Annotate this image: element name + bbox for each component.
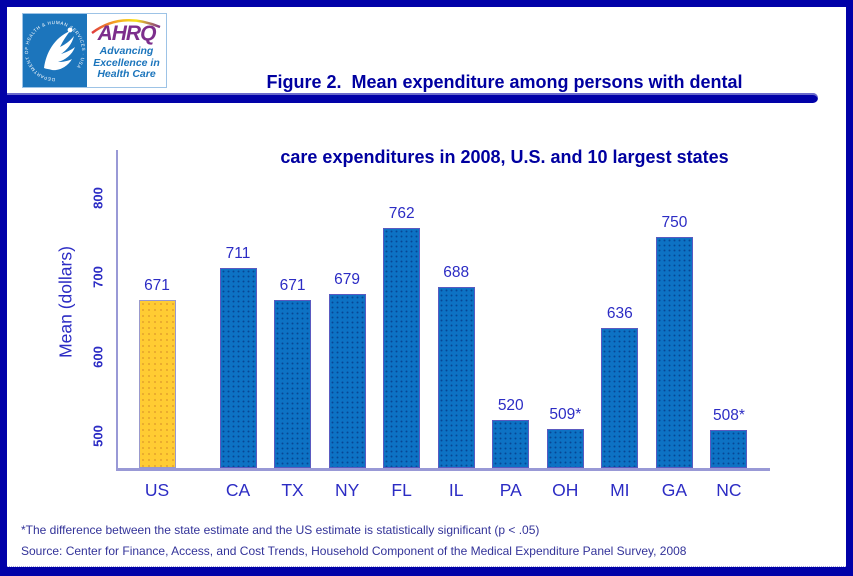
bar-TX xyxy=(274,300,312,468)
hhs-logo: DEPARTMENT OF HEALTH & HUMAN SERVICES · … xyxy=(23,14,87,87)
ahrq-hhs-logo: DEPARTMENT OF HEALTH & HUMAN SERVICES · … xyxy=(22,13,167,88)
bar-GA xyxy=(655,237,693,468)
bar-value-label-NC: 508* xyxy=(712,406,745,424)
eagle-shape xyxy=(44,27,75,71)
y-tick-label-500: 500 xyxy=(90,425,106,448)
header-divider xyxy=(7,93,818,103)
figure-title-line-2: care expenditures in 2008, U.S. and 10 l… xyxy=(280,147,729,167)
ahrq-logo: AHRQ Advancing Excellence in Health Care xyxy=(87,14,166,87)
bar-value-label-PA: 520 xyxy=(497,397,524,415)
bar-PA xyxy=(492,420,530,468)
bar-OH xyxy=(546,429,584,468)
footnote-significance: *The difference between the state estima… xyxy=(21,523,540,537)
bar-value-label-TX: 671 xyxy=(279,277,306,295)
x-axis-label-FL: FL xyxy=(391,480,412,500)
bottom-edge-line xyxy=(7,566,846,567)
x-axis-label-NY: NY xyxy=(334,480,360,500)
ahrq-tagline: Advancing Excellence in Health Care xyxy=(87,45,166,81)
plot-area: Mean (dollars) 500 600 700 800 671 US 711 CA 671… xyxy=(56,150,770,500)
y-axis-title: Mean (dollars) xyxy=(55,246,76,358)
bar-CA xyxy=(219,268,257,468)
x-axis-label-OH: OH xyxy=(552,480,579,500)
y-tick-label-600: 600 xyxy=(90,345,106,368)
bar-value-label-OH: 509* xyxy=(549,406,582,424)
x-axis-label-NC: NC xyxy=(716,480,742,500)
x-axis-label-MI: MI xyxy=(610,480,630,500)
tagline-line-3: Health Care xyxy=(97,68,156,80)
bar-value-label-MI: 636 xyxy=(606,305,633,323)
bar-value-label-US: 671 xyxy=(144,277,170,295)
tagline-line-2: Excellence in xyxy=(93,56,160,69)
hhs-eagle-icon: DEPARTMENT OF HEALTH & HUMAN SERVICES · … xyxy=(24,20,86,82)
rainbow-arc-icon xyxy=(91,19,161,34)
ahrq-wordmark: AHRQ xyxy=(97,22,157,45)
figure-title: Figure 2. Mean expenditure among persons… xyxy=(177,20,832,220)
x-axis-label-CA: CA xyxy=(225,480,251,500)
x-axis-label-IL: IL xyxy=(448,480,464,500)
bar-value-label-GA: 750 xyxy=(661,214,688,232)
x-axis-label-TX: TX xyxy=(281,480,304,500)
bar-value-label-FL: 762 xyxy=(388,204,415,222)
footnotes: *The difference between the state estima… xyxy=(21,520,836,562)
y-tick-label-800: 800 xyxy=(90,186,106,209)
bar-value-label-IL: 688 xyxy=(443,263,470,281)
x-axis-label-US: US xyxy=(144,480,170,500)
bar-NY xyxy=(328,293,366,468)
figure-title-line-1: Figure 2. Mean expenditure among persons… xyxy=(266,72,743,92)
bar-US xyxy=(138,300,176,468)
bar-NC xyxy=(710,429,748,468)
bar-MI xyxy=(601,328,639,468)
bar-value-label-CA: 711 xyxy=(225,245,251,263)
x-axis-label-GA: GA xyxy=(661,480,688,500)
x-axis-label-PA: PA xyxy=(499,480,522,500)
bar-IL xyxy=(437,286,475,468)
tagline-line-1: Advancing xyxy=(99,45,154,57)
bar-value-label-NY: 679 xyxy=(334,270,361,288)
footnote-source: Source: Center for Finance, Access, and … xyxy=(21,544,687,558)
bar-FL xyxy=(383,227,421,468)
y-tick-label-700: 700 xyxy=(90,266,106,289)
